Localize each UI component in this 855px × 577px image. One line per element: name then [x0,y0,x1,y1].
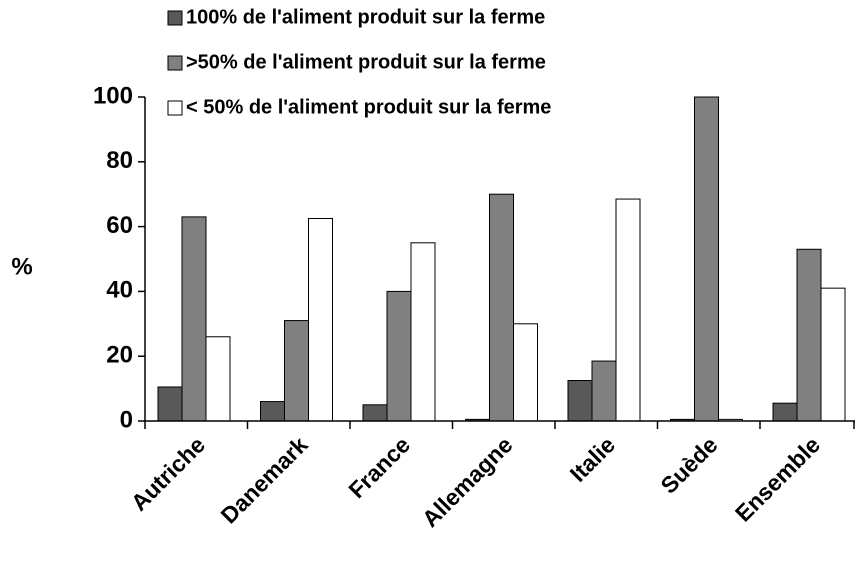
legend-swatch [167,55,183,71]
x-tick-label: Allemagne [417,431,518,532]
y-tick-label: 40 [106,277,133,304]
x-tick-label: France [343,431,415,503]
y-tick-label: 80 [106,147,133,174]
bar [157,386,183,422]
bar [284,320,309,422]
y-tick-label: 60 [106,212,133,239]
bar [205,336,231,422]
x-tick-label: Suède [655,431,722,498]
bar [181,216,207,422]
legend-label: >50% de l'aliment produit sur la ferme [186,51,546,73]
legend-swatch [167,100,183,116]
bar [796,248,822,422]
bar [615,198,641,422]
y-tick-label: 0 [120,406,133,433]
y-axis-label: % [11,253,32,280]
bar [591,360,617,422]
bar [772,402,798,422]
legend-label: 100% de l'aliment produit sur la ferme [186,6,545,28]
legend-label: < 50% de l'aliment produit sur la ferme [186,96,551,118]
y-tick-label: 20 [106,342,133,369]
bar [489,193,514,422]
legend-swatch [167,10,183,26]
bar [386,290,412,422]
bar [820,287,846,422]
bar [694,96,719,422]
bar [410,242,436,422]
x-tick-label: Italie [565,431,620,486]
x-tick-label: Autriche [126,431,210,515]
x-tick-label: Ensemble [730,431,825,526]
x-tick-label: Danemark [216,431,313,528]
y-tick-label: 100 [93,82,133,109]
bar [513,323,538,422]
bar [260,401,285,422]
bar [567,380,593,422]
bar [362,404,388,422]
bar [308,218,333,422]
